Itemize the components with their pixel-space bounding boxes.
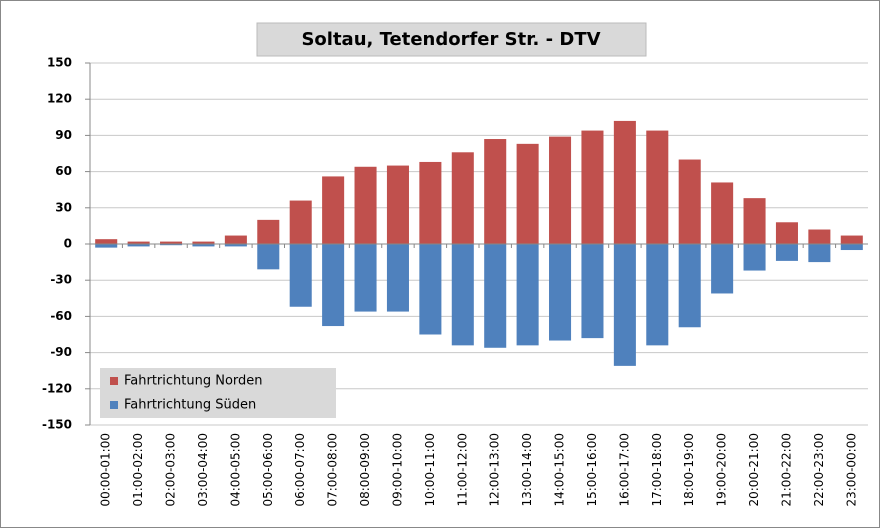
bar <box>775 244 798 261</box>
bar <box>711 182 734 244</box>
bar <box>160 244 183 246</box>
bar <box>646 130 669 244</box>
bar <box>289 244 312 307</box>
bar <box>192 244 215 247</box>
bar <box>224 244 247 247</box>
bar <box>95 244 118 248</box>
bar <box>678 159 701 244</box>
x-tick-label: 00:00-01:00 <box>99 433 113 507</box>
bar <box>192 241 215 244</box>
x-tick-label: 10:00-11:00 <box>423 433 437 507</box>
bar <box>808 244 831 263</box>
bar <box>484 244 507 348</box>
x-tick-label: 16:00-17:00 <box>617 433 631 507</box>
bar <box>419 161 442 244</box>
y-tick-label: 30 <box>55 200 72 214</box>
y-tick-label: 150 <box>47 56 72 70</box>
bar <box>386 165 409 244</box>
bar <box>95 239 118 244</box>
x-tick-label: 11:00-12:00 <box>455 433 469 507</box>
x-tick-label: 14:00-15:00 <box>553 433 567 507</box>
x-tick-label: 02:00-03:00 <box>164 433 178 507</box>
bar <box>549 136 572 244</box>
x-tick-label: 13:00-14:00 <box>520 433 534 507</box>
bar <box>322 244 345 327</box>
y-tick-label: 90 <box>55 128 72 142</box>
x-tick-label: 23:00-00:00 <box>844 433 858 507</box>
x-tick-label: 15:00-16:00 <box>585 433 599 507</box>
x-tick-label: 19:00-20:00 <box>715 433 729 507</box>
chart-title: Soltau, Tetendorfer Str. - DTV <box>301 29 600 50</box>
bar <box>160 241 183 244</box>
y-tick-label: -30 <box>50 273 72 287</box>
legend-swatch <box>110 401 118 409</box>
bar <box>808 229 831 244</box>
bar <box>743 198 766 244</box>
x-tick-label: 03:00-04:00 <box>196 433 210 507</box>
bar <box>386 244 409 312</box>
x-tick-label: 01:00-02:00 <box>131 433 145 507</box>
x-tick-label: 05:00-06:00 <box>261 433 275 507</box>
y-tick-label: -150 <box>42 418 72 432</box>
x-tick-label: 04:00-05:00 <box>228 433 242 507</box>
x-tick-label: 12:00-13:00 <box>488 433 502 507</box>
bar <box>840 235 863 244</box>
bar <box>419 244 442 335</box>
x-tick-label: 18:00-19:00 <box>682 433 696 507</box>
x-tick-label: 09:00-10:00 <box>390 433 404 507</box>
bar <box>581 244 604 339</box>
y-tick-label: -90 <box>50 345 72 359</box>
bar <box>224 235 247 244</box>
bar <box>516 143 539 244</box>
bar <box>613 120 636 244</box>
bar <box>289 200 312 244</box>
bar <box>354 244 377 312</box>
bar <box>484 139 507 244</box>
bar <box>775 222 798 244</box>
legend-swatch <box>110 377 118 385</box>
title-box <box>256 22 647 57</box>
legend-box <box>100 368 336 418</box>
bar <box>451 152 474 244</box>
y-tick-label: -60 <box>50 309 72 323</box>
y-tick-label: -120 <box>42 381 72 395</box>
x-tick-label: 17:00-18:00 <box>650 433 664 507</box>
y-tick-label: 0 <box>64 237 72 251</box>
bar <box>354 166 377 244</box>
bar <box>743 244 766 271</box>
x-tick-label: 20:00-21:00 <box>747 433 761 507</box>
x-tick-label: 07:00-08:00 <box>326 433 340 507</box>
x-tick-label: 08:00-09:00 <box>358 433 372 507</box>
legend-label: Fahrtrichtung Süden <box>124 398 256 413</box>
bar <box>322 176 345 244</box>
bar <box>613 244 636 366</box>
bar <box>516 244 539 346</box>
x-tick-label: 06:00-07:00 <box>293 433 307 507</box>
bar <box>678 244 701 328</box>
legend-label: Fahrtrichtung Norden <box>124 374 263 389</box>
bar <box>257 219 280 244</box>
y-tick-label: 60 <box>55 164 72 178</box>
bar <box>127 241 150 244</box>
bar <box>711 244 734 294</box>
bar <box>840 244 863 251</box>
y-tick-label: 120 <box>47 92 72 106</box>
bar <box>549 244 572 341</box>
bar <box>451 244 474 346</box>
bar <box>646 244 669 346</box>
bar <box>127 244 150 247</box>
bar <box>257 244 280 270</box>
x-tick-label: 22:00-23:00 <box>812 433 826 507</box>
bar <box>581 130 604 244</box>
x-tick-label: 21:00-22:00 <box>779 433 793 507</box>
